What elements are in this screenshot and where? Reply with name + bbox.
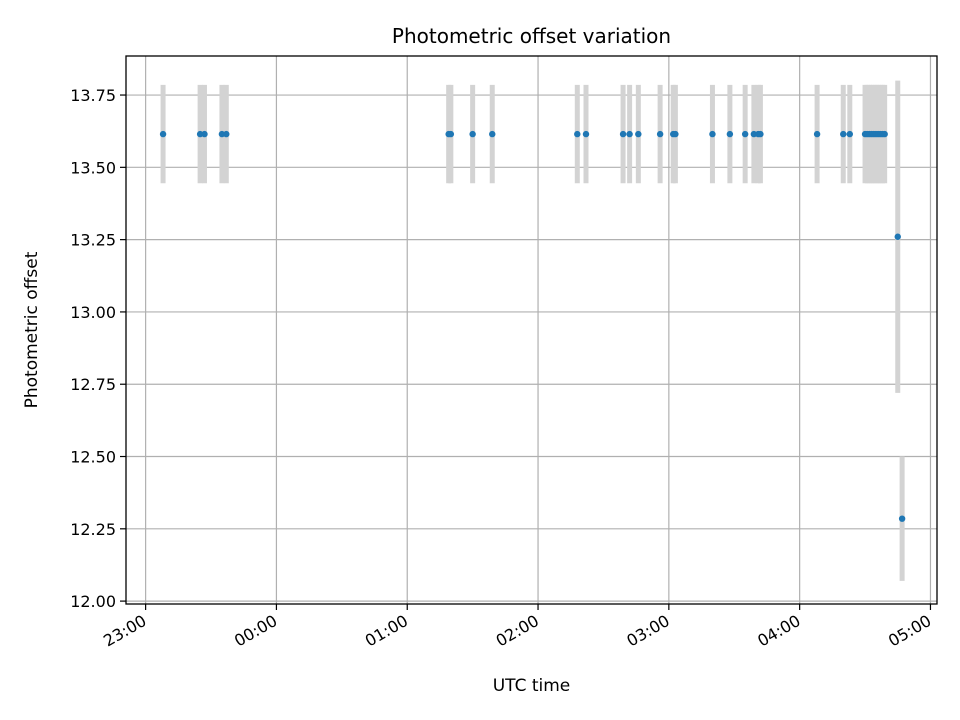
x-tick-label: 01:00 bbox=[362, 611, 411, 651]
plot-background bbox=[126, 56, 937, 604]
x-tick-label: 02:00 bbox=[493, 611, 542, 651]
data-point bbox=[898, 515, 906, 522]
y-tick-label: 13.75 bbox=[70, 86, 116, 105]
data-point bbox=[447, 130, 455, 138]
data-points bbox=[159, 130, 906, 522]
data-point bbox=[846, 130, 853, 138]
y-tick-label: 13.00 bbox=[70, 303, 116, 322]
data-point bbox=[574, 130, 581, 138]
x-axis-title: UTC time bbox=[493, 676, 571, 696]
data-point bbox=[159, 130, 167, 138]
data-point bbox=[881, 130, 888, 138]
x-tick-label: 23:00 bbox=[100, 611, 149, 651]
data-point bbox=[757, 130, 764, 138]
data-point bbox=[619, 130, 627, 138]
y-tick-label: 12.25 bbox=[70, 520, 116, 539]
grid bbox=[126, 56, 937, 604]
y-axis-title: Photometric offset bbox=[22, 251, 42, 408]
data-point bbox=[709, 130, 716, 138]
data-point bbox=[635, 130, 642, 138]
y-tick-label: 13.25 bbox=[70, 231, 116, 250]
x-tick-label: 00:00 bbox=[231, 611, 280, 651]
data-point bbox=[656, 130, 664, 138]
y-axis: 12.00 12.25 12.50 12.75 13.00 13.25 13.50 13.75 bbox=[70, 86, 126, 611]
plot-frame bbox=[125, 55, 938, 605]
data-point bbox=[201, 130, 208, 138]
y-tick-label: 12.00 bbox=[70, 592, 116, 611]
data-point bbox=[726, 130, 734, 138]
y-tick-label: 12.50 bbox=[70, 448, 116, 467]
data-point bbox=[813, 130, 821, 138]
data-point bbox=[626, 130, 633, 138]
x-tick-label: 05:00 bbox=[885, 611, 934, 651]
data-point bbox=[894, 233, 901, 240]
data-point bbox=[672, 130, 679, 138]
y-tick-label: 13.50 bbox=[70, 158, 116, 177]
data-point bbox=[840, 130, 847, 138]
x-tick-label: 03:00 bbox=[623, 611, 672, 651]
x-tick-label: 04:00 bbox=[754, 611, 803, 651]
data-point bbox=[223, 130, 230, 138]
data-point bbox=[741, 130, 749, 138]
y-tick-label: 12.75 bbox=[70, 375, 116, 394]
data-point bbox=[582, 130, 590, 138]
data-point bbox=[469, 130, 476, 138]
x-axis: 23:00 00:00 01:00 02:00 03:00 04:00 05:00 bbox=[100, 604, 934, 651]
data-point bbox=[489, 130, 496, 138]
chart-title: Photometric offset variation bbox=[392, 24, 671, 48]
